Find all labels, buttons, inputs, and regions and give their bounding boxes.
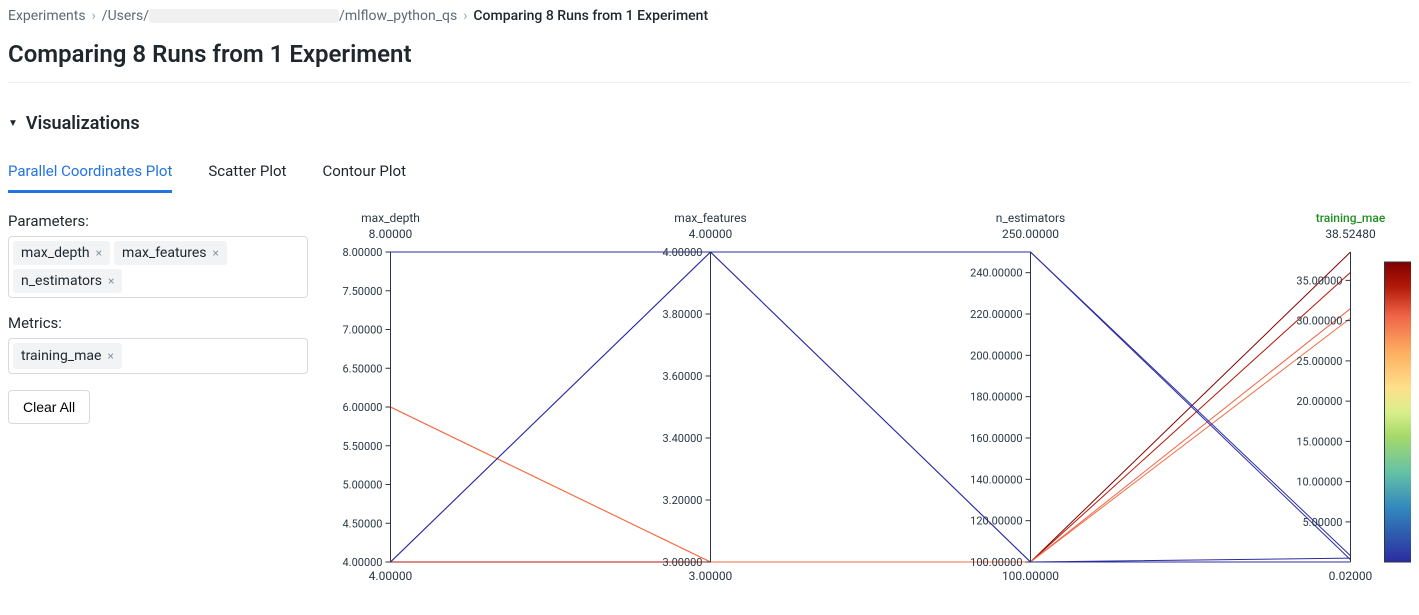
svg-text:7.50000: 7.50000	[343, 285, 383, 298]
svg-text:5.50000: 5.50000	[343, 440, 383, 453]
svg-text:20.00000: 20.00000	[1296, 395, 1342, 408]
svg-text:7.00000: 7.00000	[343, 324, 383, 337]
svg-text:250.00000: 250.00000	[1002, 227, 1059, 241]
svg-text:140.00000: 140.00000	[970, 473, 1022, 486]
parameter-tag-n_estimators: n_estimators ×	[13, 269, 122, 293]
chevron-right-icon: ›	[92, 8, 96, 24]
svg-text:max_features: max_features	[674, 212, 746, 225]
remove-tag-icon[interactable]: ×	[96, 246, 102, 260]
tag-label: training_mae	[21, 348, 101, 364]
svg-text:4.00000: 4.00000	[343, 556, 383, 569]
tab-parallel-coordinates-plot[interactable]: Parallel Coordinates Plot	[8, 162, 172, 193]
svg-text:35.00000: 35.00000	[1296, 274, 1342, 287]
svg-text:6.00000: 6.00000	[343, 401, 383, 414]
tag-label: n_estimators	[21, 273, 102, 289]
chart-area: max_depth 8.00000 8.00000 7.50000 7.00000 6.5…	[326, 212, 1411, 592]
svg-text:4.00000: 4.00000	[663, 246, 703, 259]
colorbar	[1385, 262, 1412, 562]
svg-text:3.80000: 3.80000	[663, 308, 703, 321]
svg-text:max_depth: max_depth	[361, 212, 420, 225]
svg-text:3.00000: 3.00000	[663, 556, 703, 569]
runs-group	[391, 252, 1351, 562]
svg-text:180.00000: 180.00000	[970, 391, 1022, 404]
svg-text:0.02000: 0.02000	[1329, 569, 1373, 583]
config-sidebar: Parameters: max_depth×max_features×n_est…	[8, 212, 308, 592]
svg-text:100.00000: 100.00000	[1002, 569, 1059, 583]
axis-max_depth: max_depth 8.00000 8.00000 7.50000 7.00000 6.5…	[343, 212, 420, 583]
tag-label: max_depth	[21, 245, 90, 261]
svg-text:240.00000: 240.00000	[970, 267, 1022, 280]
visualization-tabs: Parallel Coordinates Plot Scatter Plot Con…	[8, 162, 1411, 194]
axis-training_mae: training_mae 38.52480 35.00000 30.00000 25.0…	[1296, 212, 1386, 583]
svg-text:100.00000: 100.00000	[970, 556, 1022, 569]
svg-text:4.50000: 4.50000	[343, 517, 383, 530]
breadcrumb-path-suffix: /mlflow_python_qs	[339, 8, 457, 24]
breadcrumb-path-prefix: /Users/	[102, 8, 149, 24]
svg-text:3.20000: 3.20000	[663, 494, 703, 507]
parallel-coordinates-plot[interactable]: max_depth 8.00000 8.00000 7.50000 7.00000 6.5…	[326, 212, 1411, 592]
svg-text:30.00000: 30.00000	[1296, 315, 1342, 328]
metric-tag-training_mae: training_mae ×	[13, 343, 122, 369]
axis-max_features: max_features 4.00000 4.00000 3.80000 3.60000…	[663, 212, 747, 583]
remove-tag-icon[interactable]: ×	[213, 246, 219, 260]
breadcrumb: Experiments › /Users/ /mlflow_python_qs ›…	[8, 8, 1411, 24]
svg-text:220.00000: 220.00000	[970, 308, 1022, 321]
tag-label: max_features	[122, 245, 206, 261]
tab-contour-plot[interactable]: Contour Plot	[322, 162, 406, 193]
divider	[8, 82, 1411, 83]
collapse-caret-icon[interactable]: ▼	[8, 118, 18, 129]
page-title: Comparing 8 Runs from 1 Experiment	[8, 40, 1411, 68]
remove-tag-icon[interactable]: ×	[108, 274, 114, 288]
svg-text:10.00000: 10.00000	[1296, 476, 1342, 489]
svg-text:4.00000: 4.00000	[689, 227, 733, 241]
svg-text:5.00000: 5.00000	[1303, 516, 1343, 529]
parameters-multiselect[interactable]: max_depth × max_features × n_estimators ×	[8, 236, 308, 298]
metrics-label: Metrics:	[8, 314, 308, 332]
svg-text:8.00000: 8.00000	[369, 227, 413, 241]
metrics-multiselect[interactable]: training_mae ×	[8, 338, 308, 374]
section-header: ▼ Visualizations	[8, 113, 1411, 134]
breadcrumb-root-link[interactable]: Experiments	[8, 8, 86, 24]
svg-text:15.00000: 15.00000	[1296, 435, 1342, 448]
svg-text:25.00000: 25.00000	[1296, 355, 1342, 368]
svg-text:4.00000: 4.00000	[369, 569, 413, 583]
svg-text:8.00000: 8.00000	[343, 246, 383, 259]
svg-text:n_estimators: n_estimators	[996, 212, 1065, 225]
section-title: Visualizations	[26, 113, 140, 134]
svg-text:3.60000: 3.60000	[663, 370, 703, 383]
svg-text:5.00000: 5.00000	[343, 479, 383, 492]
breadcrumb-path-link[interactable]: /Users/ /mlflow_python_qs	[102, 8, 457, 24]
svg-text:38.52480: 38.52480	[1325, 227, 1376, 241]
svg-text:training_mae: training_mae	[1316, 212, 1386, 225]
tab-scatter-plot[interactable]: Scatter Plot	[208, 162, 286, 193]
clear-all-button[interactable]: Clear All	[8, 390, 90, 424]
svg-text:3.40000: 3.40000	[663, 432, 703, 445]
parameters-label: Parameters:	[8, 212, 308, 230]
redacted-path-segment	[149, 9, 339, 23]
remove-tag-icon[interactable]: ×	[107, 349, 113, 363]
svg-text:200.00000: 200.00000	[970, 349, 1022, 362]
chevron-right-icon: ›	[463, 8, 467, 24]
parameter-tag-max_depth: max_depth ×	[13, 241, 110, 265]
parameter-tag-max_features: max_features ×	[114, 241, 227, 265]
svg-text:3.00000: 3.00000	[689, 569, 733, 583]
breadcrumb-current: Comparing 8 Runs from 1 Experiment	[473, 8, 708, 24]
svg-text:160.00000: 160.00000	[970, 432, 1022, 445]
axis-n_estimators: n_estimators 250.00000 240.00000 220.00000 2…	[970, 212, 1065, 583]
svg-text:6.50000: 6.50000	[343, 362, 383, 375]
svg-text:120.00000: 120.00000	[970, 515, 1022, 528]
